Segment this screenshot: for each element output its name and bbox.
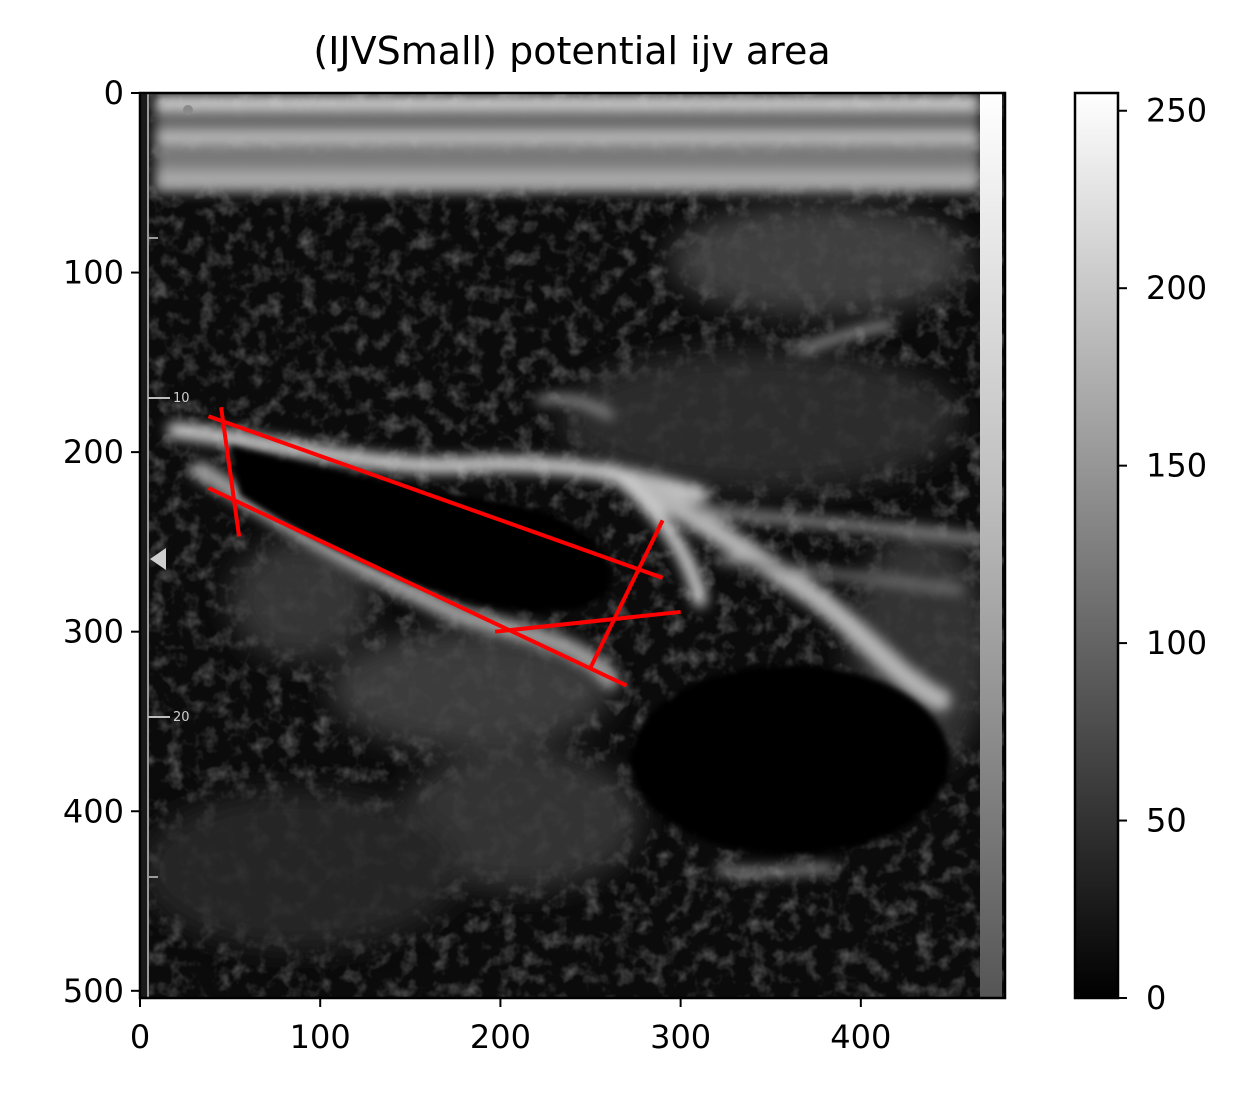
y-tick-label: 300	[63, 613, 124, 651]
image-frame	[138, 91, 1007, 1000]
colorbar	[1073, 91, 1120, 1000]
colorbar-tick-label: 150	[1146, 447, 1207, 485]
x-tick-label: 200	[470, 1018, 531, 1056]
left-cross-line	[219, 406, 242, 537]
x-tick-label: 100	[290, 1018, 351, 1056]
lower-boundary-line	[207, 486, 628, 688]
plot-title: (IJVSmall) potential ijv area	[313, 29, 830, 73]
y-tick-label: 0	[104, 74, 124, 112]
focus-marker-icon	[150, 548, 166, 570]
depth-label-20: 20	[173, 710, 190, 725]
overlay-lines	[207, 406, 681, 688]
bottom-chord-line	[494, 609, 681, 634]
upper-boundary-line	[207, 414, 664, 580]
colorbar-tick-label: 250	[1146, 92, 1207, 130]
y-tick-label: 400	[63, 792, 124, 830]
colorbar-tick-label: 50	[1146, 802, 1187, 840]
y-tick-label: 500	[63, 972, 124, 1010]
x-tick-label: 0	[130, 1018, 150, 1056]
x-tick-label: 400	[830, 1018, 891, 1056]
colorbar-tick-label: 0	[1146, 979, 1166, 1017]
y-tick-label: 100	[63, 254, 124, 292]
x-tick-label: 300	[650, 1018, 711, 1056]
y-axis: 0 100 200 300 400 500	[63, 74, 140, 1010]
x-axis: 0 100 200 300 400	[130, 998, 891, 1056]
colorbar-tick-label: 100	[1146, 624, 1207, 662]
colorbar-tick-label: 200	[1146, 269, 1207, 307]
depth-label-10: 10	[173, 391, 190, 406]
colorbar-axis: 0 50 100 150 200 250	[1118, 92, 1207, 1017]
y-tick-label: 200	[63, 433, 124, 471]
right-cross-line	[588, 519, 665, 669]
